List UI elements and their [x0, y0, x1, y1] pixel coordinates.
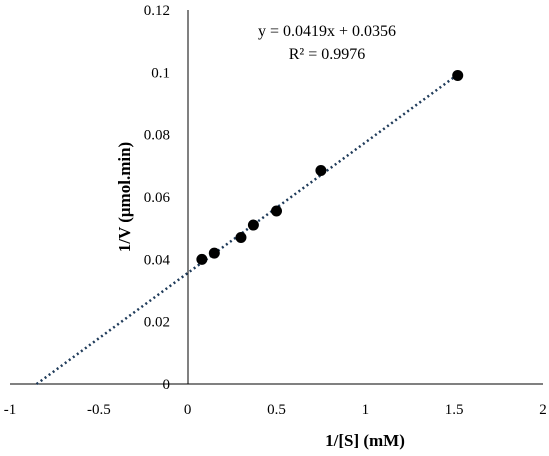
- x-tick-label: 0.5: [267, 402, 286, 418]
- x-tick-labels: -1 -0.5 0 0.5 1 1.5 2: [4, 402, 547, 418]
- data-point: [315, 165, 327, 177]
- trendline: [35, 73, 459, 386]
- data-points: [196, 69, 464, 265]
- y-tick-label: 0.1: [151, 65, 170, 81]
- r-squared-label: R² = 0.9976: [289, 46, 366, 63]
- data-point: [196, 253, 208, 265]
- x-tick-label: -1: [4, 402, 17, 418]
- trendline-path: [35, 73, 459, 386]
- x-tick-label: 1: [362, 402, 370, 418]
- data-point: [235, 232, 247, 244]
- equation-label: y = 0.0419x + 0.0356: [258, 23, 396, 40]
- y-tick-label: 0.12: [144, 3, 170, 19]
- y-tick-label: 0.02: [144, 315, 170, 331]
- y-tick-label: 0.04: [144, 252, 171, 268]
- y-axis-title: 1/V (μmol.min): [115, 142, 134, 252]
- x-tick-label: 1.5: [445, 402, 464, 418]
- x-axis-title: 1/[S] (mM): [325, 431, 405, 450]
- x-tick-label: 2: [539, 402, 547, 418]
- axes: [10, 10, 543, 385]
- data-point: [247, 219, 259, 231]
- y-tick-label: 0.08: [144, 128, 170, 144]
- data-point: [271, 205, 282, 217]
- data-point: [452, 69, 464, 81]
- x-tick-label: -0.5: [87, 402, 111, 418]
- y-tick-labels: 0 0.02 0.04 0.06 0.08 0.1 0.12: [144, 3, 171, 393]
- data-point: [208, 247, 220, 259]
- y-tick-label: 0.06: [144, 190, 171, 206]
- y-tick-label: 0: [163, 377, 171, 393]
- x-tick-label: 0: [184, 402, 192, 418]
